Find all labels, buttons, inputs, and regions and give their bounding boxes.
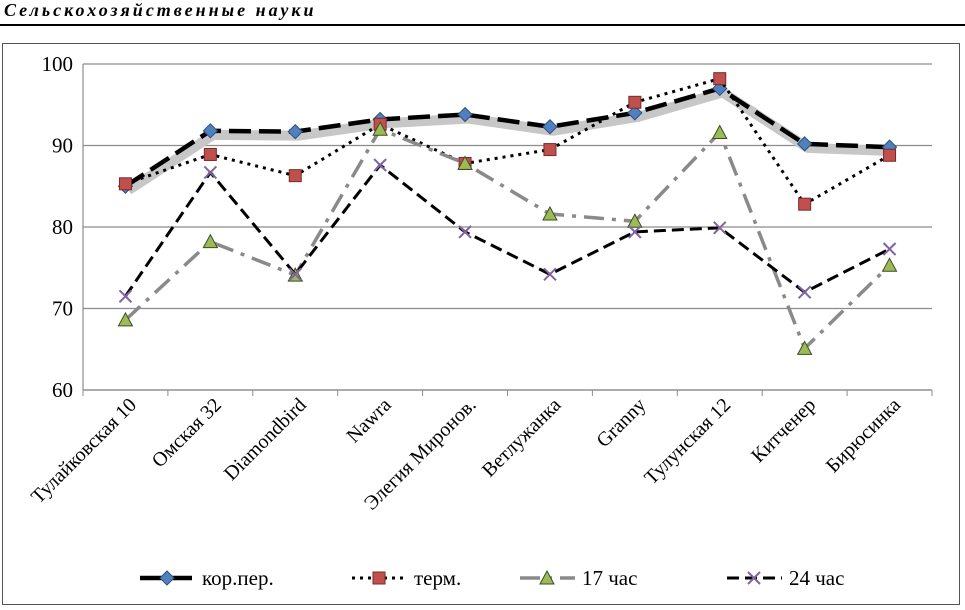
data-point [798, 197, 812, 211]
data-point [713, 221, 727, 235]
data-point [203, 147, 217, 161]
data-point [203, 165, 218, 180]
data-point [457, 106, 473, 123]
series-shadow [125, 87, 893, 195]
cross-stroke [288, 267, 302, 281]
x-category-label: Nawra [342, 394, 395, 447]
cross-stroke [458, 225, 472, 239]
data-point [882, 242, 897, 256]
y-tick-label: 80 [52, 215, 73, 239]
data-point [287, 123, 303, 140]
data-point [628, 225, 642, 239]
series-2 [118, 72, 897, 211]
data-point [627, 105, 643, 121]
x-category-label: Ветлужанка [478, 394, 566, 482]
legend-marker [372, 571, 386, 585]
cross-stroke [797, 285, 812, 299]
legend-marker [539, 569, 555, 585]
x-category-label: Granny [592, 394, 650, 452]
x-category-label: Тулунская 12 [640, 394, 735, 489]
data-point [797, 285, 812, 299]
data-point [457, 155, 473, 170]
y-tick-label: 100 [42, 52, 74, 76]
cross-stroke [713, 221, 727, 235]
data-point [627, 213, 643, 228]
data-point [288, 267, 302, 281]
data-point [118, 289, 133, 303]
chart-frame [2, 43, 960, 605]
series-4 [118, 158, 897, 303]
data-point [628, 95, 642, 109]
data-point [118, 177, 132, 191]
x-category-label: Китченер [747, 394, 820, 467]
legend-item: терм. [352, 566, 461, 590]
cross-stroke [203, 165, 218, 180]
legend-label: терм. [414, 566, 461, 590]
data-point [202, 123, 219, 139]
cross-stroke [373, 158, 387, 172]
legend-marker [747, 571, 761, 585]
data-point [796, 136, 813, 152]
data-point [117, 311, 134, 327]
data-point [373, 158, 387, 172]
data-point [713, 72, 727, 86]
legend-item: 24 час [727, 566, 844, 590]
data-point [796, 340, 813, 355]
journal-section-header: Сельскохозяйственные науки [4, 0, 317, 20]
cross-stroke [628, 225, 642, 239]
data-point [202, 233, 219, 249]
legend-label: 17 час [582, 566, 637, 590]
cross-stroke [118, 289, 133, 303]
data-point [288, 169, 302, 183]
data-point [711, 124, 728, 139]
x-category-label: Бирюсинка [822, 394, 905, 477]
data-point [543, 143, 557, 157]
y-tick-label: 60 [52, 378, 73, 402]
legend-label: кор.пер. [202, 566, 274, 590]
series-line [124, 127, 891, 351]
cross-stroke [543, 267, 557, 281]
series-line [124, 86, 890, 189]
series-3 [117, 121, 898, 355]
y-tick-label: 90 [52, 134, 73, 158]
legend-item: кор.пер. [140, 566, 274, 590]
legend-marker [159, 570, 175, 586]
data-point [458, 225, 472, 239]
data-point [372, 121, 388, 136]
header-divider [0, 24, 965, 26]
data-point [883, 148, 897, 162]
cross-stroke [747, 571, 761, 585]
x-category-label: Тулайковская 10 [27, 394, 141, 508]
x-category-label: Омская 32 [148, 394, 226, 472]
legend-item: 17 час [520, 566, 637, 590]
legend-label: 24 час [789, 566, 844, 590]
series-line [124, 77, 891, 206]
series-1 [117, 80, 898, 195]
data-point [881, 257, 898, 272]
data-point [542, 119, 558, 135]
series-line [124, 163, 891, 298]
y-tick-label: 70 [52, 297, 73, 321]
data-point [543, 267, 557, 281]
x-category-label: Diamondbird [220, 394, 311, 485]
data-point [542, 205, 558, 221]
cross-stroke [882, 242, 897, 256]
